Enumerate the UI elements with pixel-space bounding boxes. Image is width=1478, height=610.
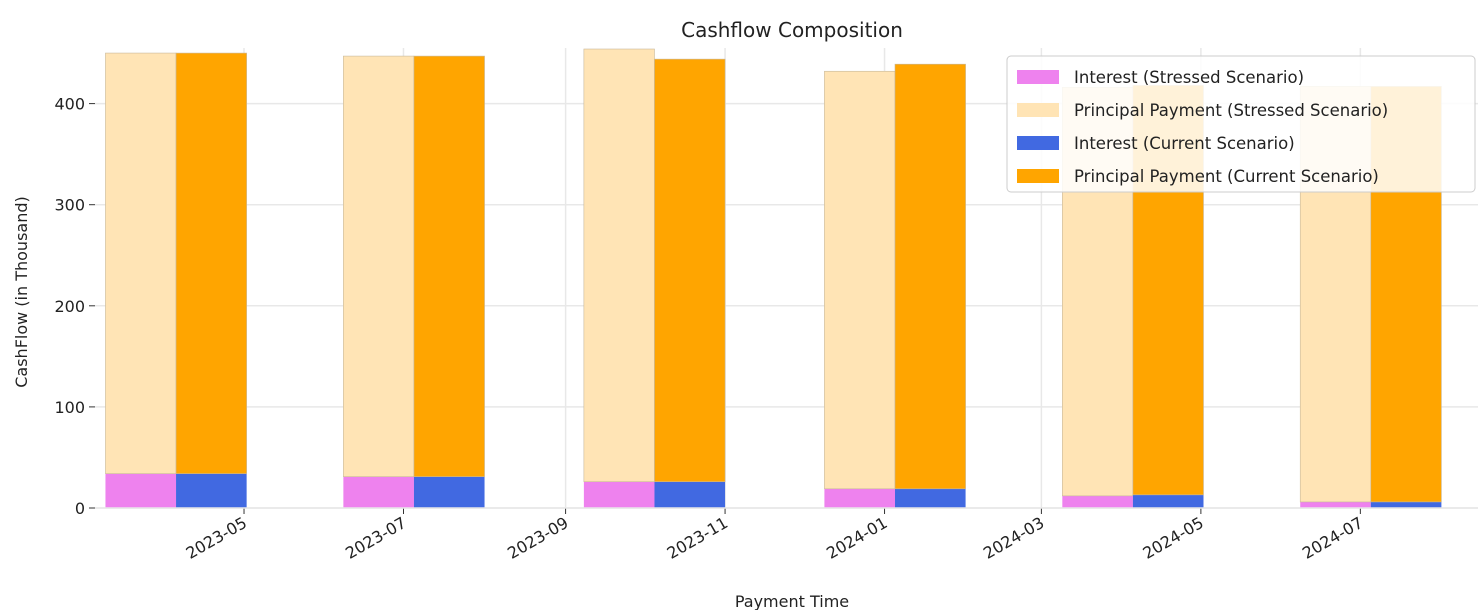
bar-stressed-interest xyxy=(583,481,655,508)
bar-current-interest xyxy=(1370,501,1442,508)
legend: Interest (Stressed Scenario) Principal Pa… xyxy=(1006,55,1476,193)
y-tick-label: 400 xyxy=(54,95,85,114)
bar-stressed-principal xyxy=(343,55,415,477)
x-tick-label: 2023-11 xyxy=(664,513,731,563)
x-tick-label: 2023-05 xyxy=(183,513,250,563)
legend-box xyxy=(1006,55,1476,193)
x-axis-label: Payment Time xyxy=(735,592,849,610)
bar-current-principal xyxy=(413,55,485,477)
bar-current-interest xyxy=(176,473,247,508)
bar-current-interest xyxy=(1132,494,1204,508)
bar-stressed-principal xyxy=(105,52,177,474)
bar-stressed-principal xyxy=(583,48,655,483)
legend-swatch xyxy=(1017,169,1059,183)
x-tick-label: 2024-03 xyxy=(980,513,1047,563)
x-tick-label: 2023-07 xyxy=(342,513,409,563)
y-tick-label: 100 xyxy=(54,398,85,417)
bar-stressed-interest xyxy=(105,473,177,508)
bar-current-principal xyxy=(175,52,247,474)
chart-title: Cashflow Composition xyxy=(681,18,903,42)
bar-stressed-interest xyxy=(824,488,895,508)
legend-label: Principal Payment (Stressed Scenario) xyxy=(1074,101,1388,120)
bar-current-principal xyxy=(654,58,726,483)
bar-stressed-interest xyxy=(1062,495,1133,508)
bar-stressed-principal xyxy=(824,70,896,490)
bar-current-interest xyxy=(654,481,726,508)
y-axis-label: CashFlow (in Thousand) xyxy=(12,196,31,388)
bar-stressed-interest xyxy=(1300,501,1371,508)
x-tick-label: 2024-05 xyxy=(1139,513,1206,563)
bar-current-interest xyxy=(894,488,966,508)
bar-stressed-interest xyxy=(343,476,414,508)
legend-label: Principal Payment (Current Scenario) xyxy=(1074,167,1379,186)
y-tick-label: 200 xyxy=(54,297,85,316)
legend-swatch xyxy=(1017,70,1059,84)
bar-current-principal xyxy=(894,63,966,490)
legend-label: Interest (Current Scenario) xyxy=(1074,134,1295,153)
legend-swatch xyxy=(1017,136,1059,150)
x-tick-label: 2024-07 xyxy=(1299,513,1366,563)
y-tick-label: 300 xyxy=(54,196,85,215)
legend-swatch xyxy=(1017,103,1059,117)
y-tick-label: 0 xyxy=(75,499,85,518)
legend-label: Interest (Stressed Scenario) xyxy=(1074,68,1304,87)
x-tick-label: 2024-01 xyxy=(823,513,890,563)
bar-current-interest xyxy=(413,476,485,508)
x-tick-label: 2023-09 xyxy=(504,513,571,563)
